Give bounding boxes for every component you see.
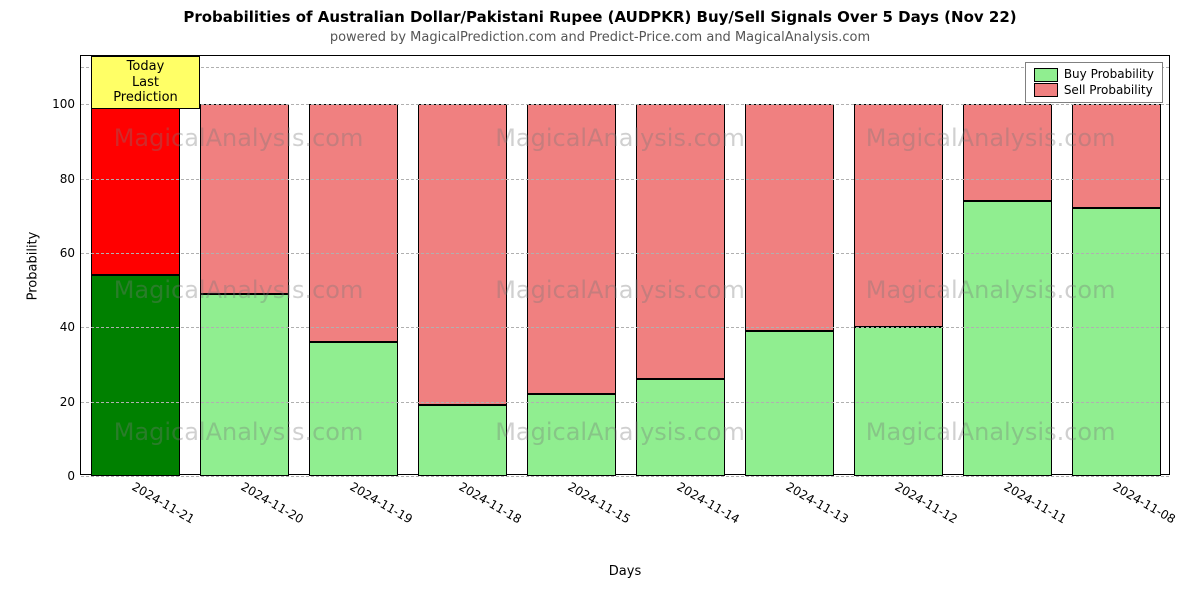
plot-area: 2024-11-212024-11-202024-11-192024-11-18… <box>80 55 1170 475</box>
xtick-label: 2024-11-18 <box>457 479 524 526</box>
bar-sell <box>527 104 616 394</box>
legend-label: Buy Probability <box>1064 67 1154 83</box>
chart-container: Probabilities of Australian Dollar/Pakis… <box>0 0 1200 600</box>
legend: Buy ProbabilitySell Probability <box>1025 62 1163 103</box>
ytick-label: 20 <box>60 395 81 409</box>
bars-layer: 2024-11-212024-11-202024-11-192024-11-18… <box>81 56 1169 474</box>
ytick-label: 60 <box>60 246 81 260</box>
xtick-label: 2024-11-13 <box>784 479 851 526</box>
grid-line <box>81 402 1169 403</box>
y-axis-label: Probability <box>26 232 41 301</box>
bar-slot: 2024-11-21 <box>91 56 180 474</box>
bar-sell <box>418 104 507 405</box>
bar-slot: 2024-11-15 <box>527 56 616 474</box>
bar-sell <box>309 104 398 342</box>
chart-subtitle: powered by MagicalPrediction.com and Pre… <box>0 30 1200 45</box>
bar-sell <box>854 104 943 327</box>
bar-buy <box>91 275 180 476</box>
bar-slot: 2024-11-20 <box>200 56 289 474</box>
bar-sell <box>745 104 834 331</box>
xtick-label: 2024-11-20 <box>239 479 306 526</box>
bar-sell <box>200 104 289 294</box>
today-annotation-line2: Last Prediction <box>98 75 193 106</box>
legend-swatch <box>1034 68 1058 82</box>
bar-buy <box>200 294 289 476</box>
today-annotation-line1: Today <box>98 59 193 75</box>
x-axis-label: Days <box>609 564 641 579</box>
grid-line <box>81 179 1169 180</box>
bar-buy <box>1072 208 1161 476</box>
grid-line <box>81 253 1169 254</box>
xtick-label: 2024-11-14 <box>675 479 742 526</box>
grid-line <box>81 327 1169 328</box>
bar-buy <box>636 379 725 476</box>
bar-buy <box>963 201 1052 476</box>
bar-slot: 2024-11-08 <box>1072 56 1161 474</box>
chart-title: Probabilities of Australian Dollar/Pakis… <box>0 8 1200 26</box>
bar-sell <box>1072 104 1161 208</box>
today-annotation: Today Last Prediction <box>91 56 200 109</box>
bar-buy <box>527 394 616 476</box>
legend-swatch <box>1034 83 1058 97</box>
bar-sell <box>636 104 725 379</box>
bar-slot: 2024-11-11 <box>963 56 1052 474</box>
ytick-label: 40 <box>60 320 81 334</box>
grid-line <box>81 104 1169 105</box>
bar-sell <box>963 104 1052 201</box>
bar-slot: 2024-11-14 <box>636 56 725 474</box>
grid-line <box>81 67 1169 68</box>
legend-label: Sell Probability <box>1064 83 1153 99</box>
bar-slot: 2024-11-19 <box>309 56 398 474</box>
ytick-label: 80 <box>60 172 81 186</box>
bar-buy <box>745 331 834 476</box>
xtick-label: 2024-11-15 <box>566 479 633 526</box>
bar-slot: 2024-11-12 <box>854 56 943 474</box>
bar-buy <box>309 342 398 476</box>
legend-item: Sell Probability <box>1034 83 1154 99</box>
ytick-label: 0 <box>67 469 81 483</box>
xtick-label: 2024-11-21 <box>130 479 197 526</box>
grid-line <box>81 476 1169 477</box>
ytick-label: 100 <box>52 97 81 111</box>
bar-slot: 2024-11-18 <box>418 56 507 474</box>
xtick-label: 2024-11-12 <box>893 479 960 526</box>
xtick-label: 2024-11-08 <box>1111 479 1178 526</box>
xtick-label: 2024-11-19 <box>348 479 415 526</box>
legend-item: Buy Probability <box>1034 67 1154 83</box>
bar-sell <box>91 104 180 275</box>
xtick-label: 2024-11-11 <box>1002 479 1069 526</box>
bar-buy <box>418 405 507 476</box>
bar-slot: 2024-11-13 <box>745 56 834 474</box>
